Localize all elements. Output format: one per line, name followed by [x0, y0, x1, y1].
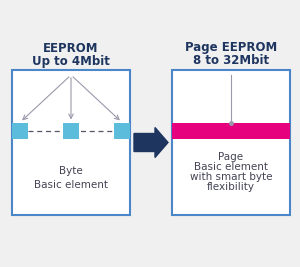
Text: Basic element: Basic element	[194, 162, 268, 171]
Text: Byte: Byte	[59, 166, 83, 176]
Text: Up to 4Mbit: Up to 4Mbit	[32, 54, 110, 68]
Bar	[63, 123, 79, 139]
Bar	[12, 123, 28, 139]
Text: with smart byte: with smart byte	[190, 171, 272, 182]
Bar	[172, 123, 290, 139]
Text: Basic element: Basic element	[34, 180, 108, 190]
Bar	[172, 70, 290, 215]
Text: 8 to 32Mbit: 8 to 32Mbit	[193, 54, 269, 68]
Bar	[12, 70, 130, 215]
Text: Page: Page	[218, 151, 244, 162]
Bar	[114, 123, 130, 139]
Text: flexibility: flexibility	[207, 182, 255, 191]
Text: EEPROM: EEPROM	[43, 41, 99, 54]
FancyArrow shape	[134, 128, 168, 158]
Text: Page EEPROM: Page EEPROM	[185, 41, 277, 54]
